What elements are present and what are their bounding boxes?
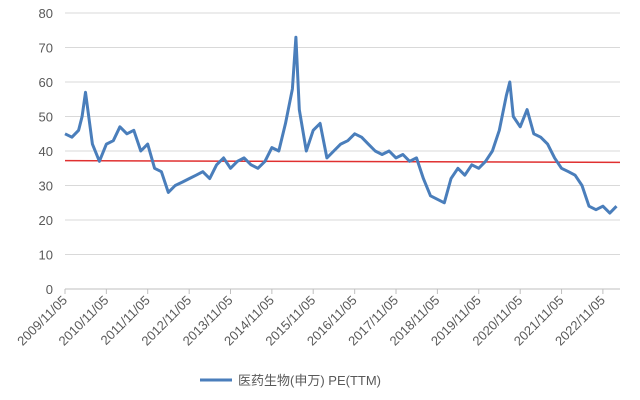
y-tick-label: 50 bbox=[39, 110, 53, 125]
line-series bbox=[64, 35, 618, 215]
legend-label: 医药生物(申万) PE(TTM) bbox=[238, 373, 381, 388]
y-tick-label: 40 bbox=[39, 144, 53, 159]
y-tick-label: 30 bbox=[39, 179, 53, 194]
y-tick-label: 0 bbox=[46, 282, 53, 297]
y-tick-label: 20 bbox=[39, 213, 53, 228]
y-tick-label: 70 bbox=[39, 41, 53, 56]
y-tick-label: 80 bbox=[39, 6, 53, 21]
y-tick-label: 60 bbox=[39, 75, 53, 90]
reference-line bbox=[64, 159, 621, 164]
y-tick-label: 10 bbox=[39, 248, 53, 263]
